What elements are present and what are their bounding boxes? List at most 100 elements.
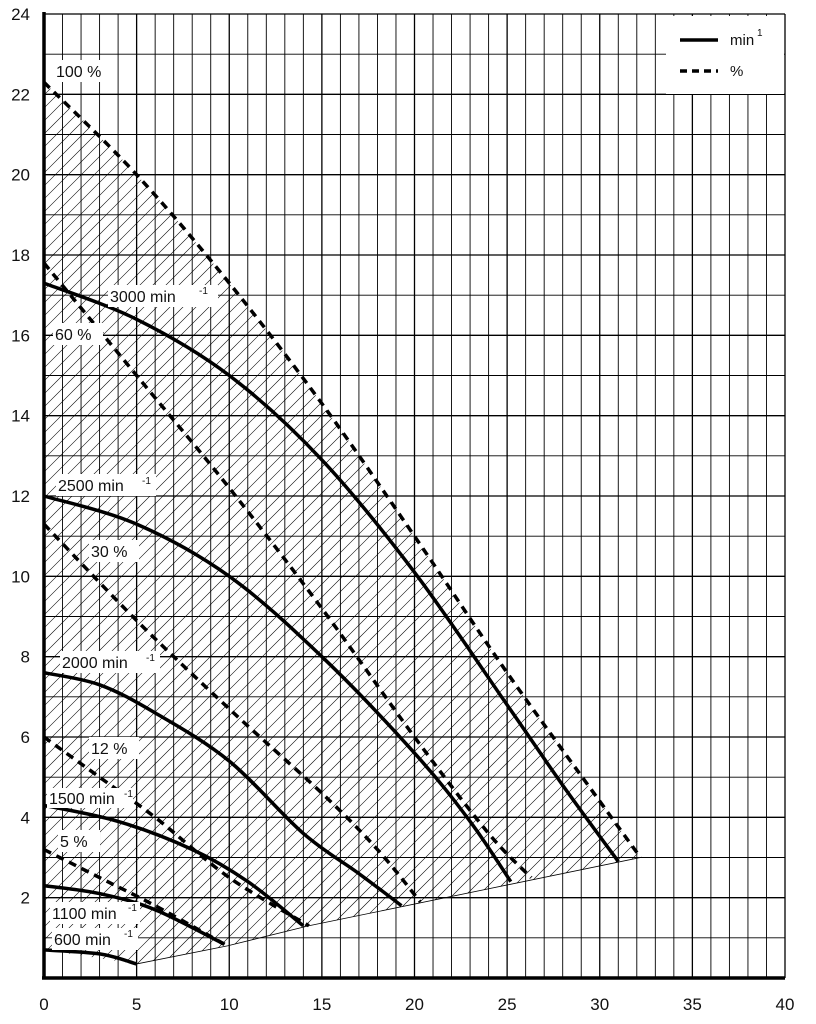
operating-region-bottom-boundary [136, 857, 641, 965]
hatch-line [460, 82, 641, 964]
hatch-line [525, 82, 641, 964]
label-speed-1500-sup: -1 [124, 789, 133, 800]
hatch-line [577, 82, 641, 964]
x-tick-label: 40 [776, 995, 795, 1014]
label-speed-2500-sup: -1 [142, 476, 151, 487]
speed-curve-3000 [43, 281, 620, 863]
hatch-line [434, 82, 641, 964]
hatch-line [161, 82, 641, 964]
hatch-line [395, 82, 641, 964]
hatch-line [44, 82, 253, 964]
y-tick-label: 14 [11, 407, 30, 426]
hatch-line [629, 82, 641, 964]
x-tick-label: 15 [312, 995, 331, 1014]
hatch-line [44, 82, 227, 964]
hatch-line [330, 82, 641, 964]
hatch-line [812, 0, 816, 978]
hatch-line [44, 82, 240, 964]
hatch-line [44, 82, 641, 964]
y-tick-label: 8 [21, 648, 30, 667]
efficiency-curve-60 [42, 261, 533, 879]
hatch-line [44, 82, 641, 964]
hatch-line [603, 82, 641, 964]
legend-box [666, 16, 784, 94]
x-tick-label: 0 [39, 995, 48, 1014]
y-tick-label: 2 [21, 889, 30, 908]
label-speed-3000: 3000 min [110, 289, 176, 306]
axes [42, 12, 785, 980]
legend: min 1 % [666, 16, 784, 94]
y-tick-label: 12 [11, 487, 30, 506]
hatch-line [187, 82, 641, 964]
y-tick-label: 22 [11, 85, 30, 104]
hatch-line [252, 82, 641, 964]
hatch-line [44, 82, 641, 964]
y-tick-label: 10 [11, 567, 30, 586]
y-tick-label: 6 [21, 728, 30, 747]
hatch-line [369, 82, 641, 964]
hatch-line [44, 82, 331, 964]
hatch-line [148, 82, 641, 964]
hatch-line [669, 0, 816, 978]
hatch-line [760, 0, 816, 978]
hatch-line [499, 82, 641, 964]
label-speed-1100-sup: -1 [128, 903, 137, 914]
hatch-line [226, 82, 641, 964]
speed-curve-2500 [43, 494, 513, 883]
x-tick-label: 30 [590, 995, 609, 1014]
hatch-line [708, 0, 816, 978]
hatch-line [109, 82, 641, 964]
hatch-line [551, 82, 641, 964]
label-eff-5: 5 % [60, 834, 88, 851]
hatch-line [278, 82, 641, 964]
label-speed-2000-sup: -1 [146, 653, 155, 664]
label-speed-1500: 1500 min [49, 791, 115, 808]
hatch-line [174, 82, 641, 964]
x-tick-label: 5 [132, 995, 141, 1014]
hatch-line [200, 82, 641, 964]
hatch-line [44, 82, 214, 964]
hatch-line [317, 82, 641, 964]
y-tick-label: 4 [21, 808, 30, 827]
label-speed-2000: 2000 min [62, 655, 128, 672]
hatch-line [512, 82, 641, 964]
hatch-line [747, 0, 816, 978]
hatch-line [538, 82, 641, 964]
y-tick-label: 18 [11, 246, 30, 265]
label-speed-600-sup: -1 [124, 929, 133, 940]
label-eff-30: 30 % [91, 544, 127, 561]
label-eff-12: 12 % [91, 741, 127, 758]
hatch-line [447, 82, 641, 964]
hatch-line [83, 82, 641, 964]
hatch-line [721, 0, 816, 978]
hatch-line [564, 82, 641, 964]
hatch-line [356, 82, 641, 964]
hatch-line [239, 82, 641, 964]
efficiency-curve-12 [42, 735, 310, 928]
efficiency-curve-100 [42, 81, 642, 859]
label-eff-60: 60 % [55, 327, 91, 344]
legend-label-speed-sup: 1 [757, 28, 763, 39]
hatch-line [786, 0, 816, 978]
label-speed-3000-sup: -1 [199, 286, 208, 297]
speed-curve-1500 [43, 803, 305, 928]
efficiency-curves [42, 81, 642, 948]
hatch-line [421, 82, 641, 964]
speed-curve-600 [43, 948, 138, 966]
hatch-line [44, 82, 641, 964]
x-tick-label: 10 [220, 995, 239, 1014]
y-tick-label: 24 [11, 5, 30, 24]
hatch-line [656, 0, 816, 978]
speed-curve-2000 [43, 670, 403, 908]
hatch-line [291, 82, 641, 964]
label-eff-100: 100 % [56, 64, 101, 81]
x-tick-label: 35 [683, 995, 702, 1014]
x-tick-label: 25 [498, 995, 517, 1014]
grid [44, 13, 786, 978]
hatch-line [382, 82, 641, 964]
speed-curves [43, 281, 620, 966]
hatch-line [122, 82, 641, 964]
curve-annotations: 100 % 3000 min -1 60 % 2500 min -1 30 % … [47, 60, 218, 950]
